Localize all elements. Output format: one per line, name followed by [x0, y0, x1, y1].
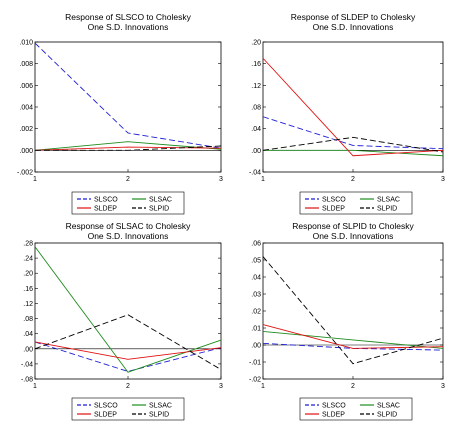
x-tick-label: 3: [219, 176, 223, 183]
legend: [299, 397, 413, 421]
legend-label: SLSCO: [322, 403, 346, 410]
legend-label: SLDEP: [322, 206, 345, 213]
y-tick-label: .20: [251, 40, 261, 47]
legend: [299, 191, 413, 215]
series-line-slsac: [262, 330, 444, 349]
plot-frame: [34, 41, 222, 173]
series-line-sldep: [262, 324, 444, 349]
y-tick-label: .16: [251, 61, 261, 68]
y-tick-label: -.04: [249, 170, 261, 177]
x-tick-label: 2: [126, 176, 130, 183]
y-tick-label: .03: [251, 292, 261, 299]
y-tick-label: .004: [19, 105, 33, 112]
legend: [71, 397, 185, 421]
y-tick-label: .04: [251, 126, 261, 133]
legend-label: SLSAC: [377, 403, 400, 410]
y-tick-label: -.08: [21, 377, 33, 384]
chart-subtitle: One S.D. Innovations: [312, 22, 394, 32]
legend-label: SLPID: [149, 412, 169, 419]
x-tick-label: 3: [441, 383, 445, 390]
y-tick-label: -.02: [249, 377, 261, 384]
y-tick-label: .010: [19, 40, 33, 47]
y-tick-label: .008: [19, 61, 33, 68]
y-tick-label: .006: [19, 83, 33, 90]
x-tick-label: 1: [33, 176, 37, 183]
chart-title: Response of SLPID to Cholesky: [292, 221, 414, 231]
series-line-slpid: [35, 145, 222, 151]
x-tick-label: 2: [351, 383, 355, 390]
y-tick-label: .28: [23, 241, 33, 248]
y-tick-label: .12: [23, 301, 33, 308]
series-line-slsco: [34, 341, 222, 372]
series-line-sldep: [262, 57, 444, 157]
series-line-slsac: [263, 149, 444, 157]
series-line-slsco: [262, 116, 444, 150]
plot-frame: [262, 41, 444, 173]
legend-label: SLDEP: [94, 206, 117, 213]
y-tick-label: .08: [251, 105, 261, 112]
y-tick-label: .16: [23, 286, 33, 293]
y-tick-label: -.04: [21, 361, 33, 368]
y-tick-label: -.01: [249, 360, 261, 367]
y-tick-label: .00: [251, 343, 261, 350]
plot-frame: [262, 242, 444, 380]
y-tick-label: .05: [251, 258, 261, 265]
legend-label: SLSCO: [322, 197, 346, 204]
legend-label: SLPID: [149, 206, 169, 213]
y-tick-label: -.002: [17, 170, 33, 177]
chart-title: Response of SLSCO to Cholesky: [65, 12, 191, 22]
x-tick-label: 2: [351, 176, 355, 183]
legend-label: SLDEP: [322, 412, 345, 419]
legend: [71, 191, 185, 215]
series-line-slpid: [34, 314, 222, 370]
legend-label: SLSAC: [377, 197, 400, 204]
series-line-slsco: [262, 342, 444, 351]
x-tick-label: 3: [441, 176, 445, 183]
chart-subtitle: One S.D. Innovations: [87, 22, 169, 32]
x-tick-label: 1: [261, 176, 265, 183]
y-tick-label: .06: [251, 241, 261, 248]
series-line-slpid: [262, 256, 444, 365]
y-tick-label: .04: [23, 331, 33, 338]
y-tick-label: .24: [23, 256, 33, 263]
series-line-slpid: [262, 136, 444, 153]
chart-title: Response of SLSAC to Cholesky: [65, 221, 191, 231]
y-tick-label: .01: [251, 326, 261, 333]
legend-label: SLSCO: [94, 197, 118, 204]
chart-title: Response of SLDEP to Cholesky: [290, 12, 416, 22]
chart-subtitle: One S.D. Innovations: [312, 231, 394, 241]
series-line-slsac: [34, 246, 222, 373]
legend-label: SLSAC: [149, 197, 172, 204]
y-tick-label: .000: [19, 148, 33, 155]
x-tick-label: 1: [261, 383, 265, 390]
chart-subtitle: One S.D. Innovations: [87, 231, 169, 241]
y-tick-label: .04: [251, 275, 261, 282]
y-tick-label: .002: [19, 126, 33, 133]
x-tick-label: 3: [219, 383, 223, 390]
legend-label: SLPID: [377, 412, 397, 419]
chart-panel-3: .28 .24 .20 .16 .12 .08 .04 .00 -.04 -.081 2 3 SLSCO…: [21, 241, 223, 421]
plot-frame: [34, 242, 222, 380]
x-tick-label: 2: [126, 383, 130, 390]
y-tick-label: .12: [251, 83, 261, 90]
legend-label: SLSCO: [94, 403, 118, 410]
series-line-slsco: [34, 42, 222, 149]
legend-label: SLPID: [377, 206, 397, 213]
y-tick-label: .00: [23, 346, 33, 353]
legend-label: SLDEP: [94, 412, 117, 419]
y-tick-label: .08: [23, 316, 33, 323]
y-tick-label: .20: [23, 271, 33, 278]
y-tick-label: .02: [251, 309, 261, 316]
chart-panel-4: .06 .05 .04 .03 .02 .01 .00 -.01 -.021 2 3 SLSCO SLS…: [249, 241, 445, 421]
chart-panel-2: .20 .16 .12 .08 .04 .00 -.041 2 3 SLSCO SLSAC SLDEP…: [249, 40, 445, 215]
x-tick-label: 1: [33, 383, 37, 390]
legend-label: SLSAC: [149, 403, 172, 410]
y-tick-label: .00: [251, 148, 261, 155]
series-line-slsac: [34, 141, 222, 151]
